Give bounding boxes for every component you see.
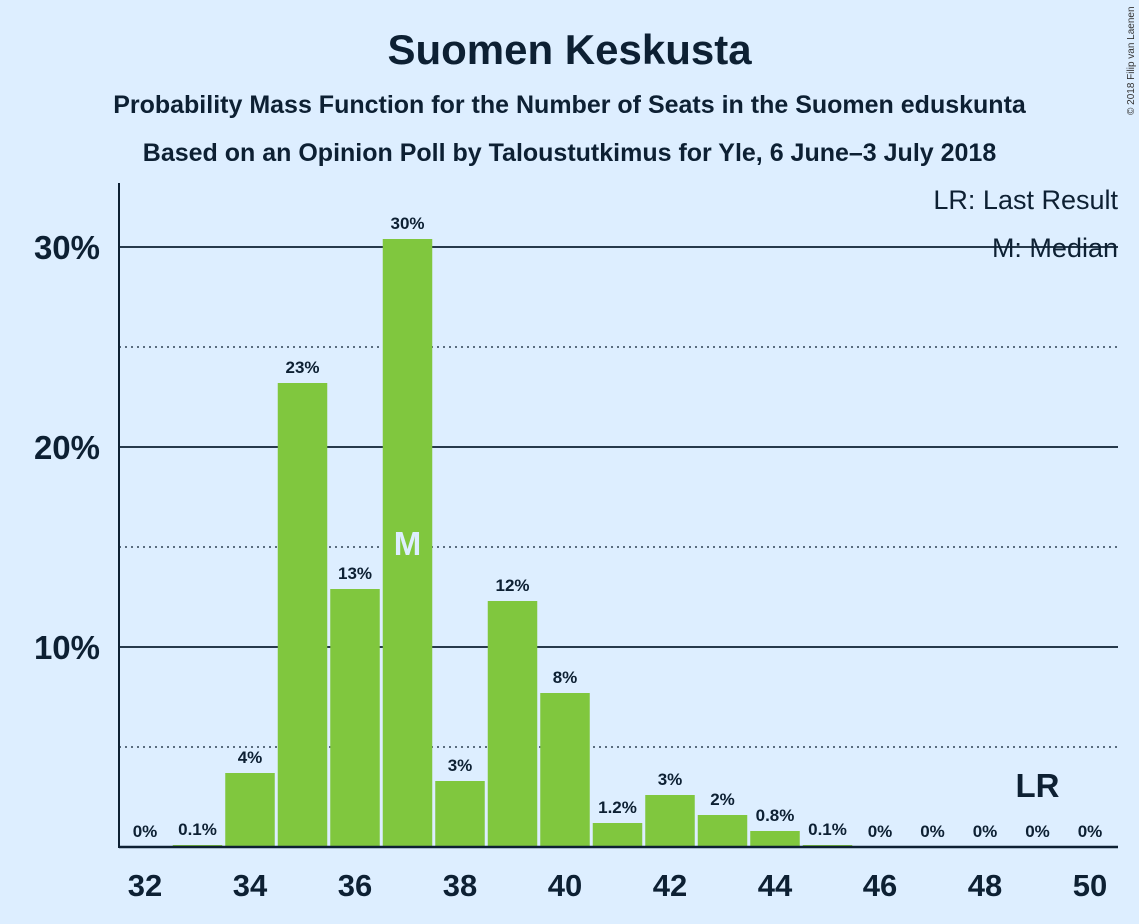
y-tick-label-20: 20%: [34, 429, 100, 466]
bar-34: [225, 773, 275, 847]
x-tick-label-46: 46: [863, 868, 897, 903]
bar-value-label-33: 0.1%: [178, 820, 217, 839]
bar-value-label-42: 3%: [658, 770, 683, 789]
x-tick-label-44: 44: [758, 868, 793, 903]
bar-value-label-50: 0%: [1078, 822, 1103, 841]
x-tick-label-42: 42: [653, 868, 687, 903]
bar-35: [277, 383, 328, 847]
bar-value-label-35: 23%: [285, 358, 319, 377]
bar-40: [540, 693, 590, 847]
tick-labels: 10% 20% 30% 32 34 36 38 40 42 44 46 48 50: [34, 229, 1107, 903]
bar-value-label-39: 12%: [495, 576, 529, 595]
bar-value-label-40: 8%: [553, 668, 578, 687]
x-tick-label-48: 48: [968, 868, 1002, 903]
bar-value-label-41: 1.2%: [598, 798, 637, 817]
bar-value-label-43: 2%: [710, 790, 735, 809]
legend-entry-median: M: Median: [992, 233, 1118, 263]
x-tick-label-50: 50: [1073, 868, 1107, 903]
axes: [118, 183, 1118, 849]
legend: LR: Last Result M: Median: [933, 185, 1118, 263]
chart-subtitle: Probability Mass Function for the Number…: [113, 91, 1026, 119]
bar-value-label-46: 0%: [868, 822, 893, 841]
bar-38: [435, 781, 485, 847]
bar-41: [592, 823, 643, 847]
bar-value-label-38: 3%: [448, 756, 473, 775]
bar-43: [697, 815, 748, 847]
median-marker: M: [394, 525, 422, 562]
bar-value-label-32: 0%: [133, 822, 158, 841]
bar-value-label-44: 0.8%: [756, 806, 795, 825]
x-tick-label-32: 32: [128, 868, 162, 903]
x-tick-label-40: 40: [548, 868, 582, 903]
grid-lines: [119, 246, 1118, 748]
bar-value-label-34: 4%: [238, 748, 263, 767]
chart-title: Suomen Keskusta: [387, 26, 752, 73]
bar-value-label-49: 0%: [1025, 822, 1050, 841]
bar-value-label-48: 0%: [973, 822, 998, 841]
legend-entry-last-result: LR: Last Result: [933, 185, 1118, 215]
x-tick-label-36: 36: [338, 868, 372, 903]
bar-44: [750, 831, 800, 847]
bar-value-label-45: 0.1%: [808, 820, 847, 839]
x-tick-label-38: 38: [443, 868, 477, 903]
bar-value-label-37: 30%: [390, 214, 424, 233]
bar-39: [487, 601, 538, 847]
bars: [172, 239, 853, 847]
bar-value-label-47: 0%: [920, 822, 945, 841]
bar-36: [330, 589, 380, 847]
bar-labels: 0% 0.1% 4% 23% 13% 30% 3% 12% 8% 1.2% 3% 2% 0.8% 0.1%…: [133, 214, 1103, 841]
y-tick-label-10: 10%: [34, 629, 100, 666]
bar-42: [645, 795, 695, 847]
y-tick-label-30: 30%: [34, 229, 100, 266]
last-result-marker: LR: [1016, 767, 1060, 804]
bar-37: [382, 239, 433, 847]
x-tick-label-34: 34: [233, 868, 268, 903]
chart-source: Based on an Opinion Poll by Taloustutkim…: [142, 139, 997, 167]
bar-value-label-36: 13%: [338, 564, 372, 583]
